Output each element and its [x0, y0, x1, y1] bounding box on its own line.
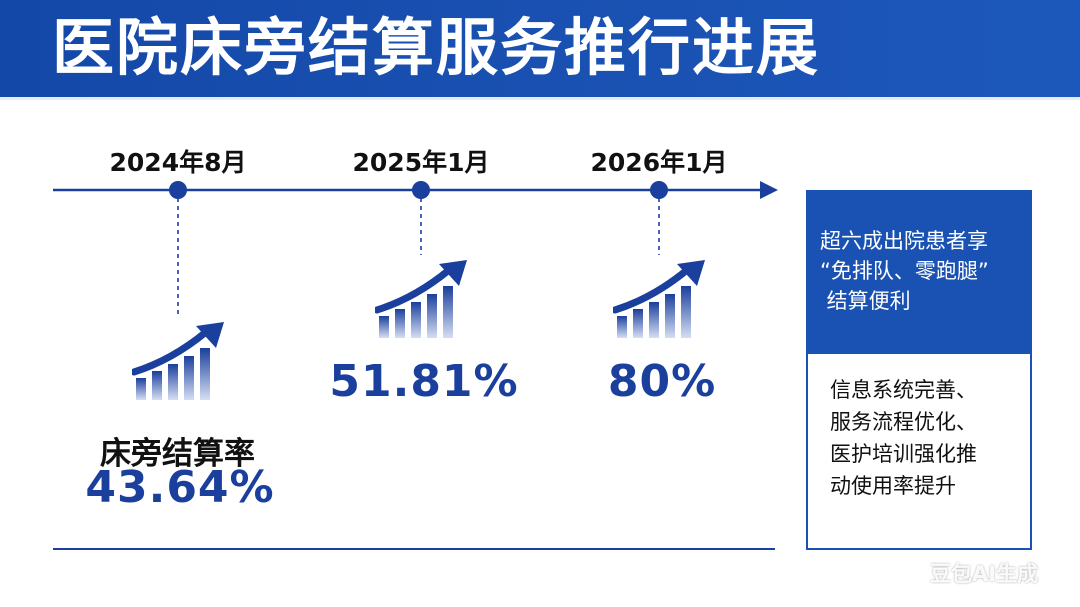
panel-detail-line: 服务流程优化、 — [830, 410, 977, 434]
bottom-divider — [53, 548, 775, 550]
page-title: 医院床旁结算服务推行进展 — [52, 11, 821, 84]
panel-highlight-line: 结算便利 — [820, 289, 911, 313]
panel-highlight-line: 超六成出院患者享 — [820, 229, 988, 253]
panel-highlight-line: “免排队、零跑腿” — [820, 259, 989, 283]
milestone-value-3: 80% — [607, 356, 717, 407]
growth-chart-icon — [132, 322, 224, 400]
milestone-value-2: 51.81% — [329, 356, 519, 407]
milestone-date-1: 2024年8月 — [109, 148, 247, 177]
metric-label: 床旁结算率 — [100, 436, 255, 472]
panel-detail-line: 信息系统完善、 — [830, 378, 977, 402]
panel-detail-line: 医护培训强化推 — [830, 442, 977, 466]
header-banner: 医院床旁结算服务推行进展 — [0, 0, 1080, 97]
milestone-value-1: 43.64% — [85, 462, 275, 513]
milestone-date-3: 2026年1月 — [590, 148, 728, 177]
watermark: 豆包AI生成 — [930, 562, 1039, 586]
panel-detail-line: 动使用率提升 — [830, 474, 956, 498]
panel-highlight-text: 超六成出院患者享 “免排队、零跑腿” 结算便利 — [820, 226, 1025, 316]
header-divider — [0, 97, 1080, 100]
summary-panel: 超六成出院患者享 “免排队、零跑腿” 结算便利 信息系统完善、 服务流程优化、 … — [806, 190, 1032, 550]
panel-highlight: 超六成出院患者享 “免排队、零跑腿” 结算便利 — [808, 192, 1030, 354]
growth-chart-icon — [375, 260, 467, 338]
milestone-date-2: 2025年1月 — [352, 148, 490, 177]
growth-chart-icon — [613, 260, 705, 338]
panel-detail-text: 信息系统完善、 服务流程优化、 医护培训强化推 动使用率提升 — [830, 374, 1030, 502]
